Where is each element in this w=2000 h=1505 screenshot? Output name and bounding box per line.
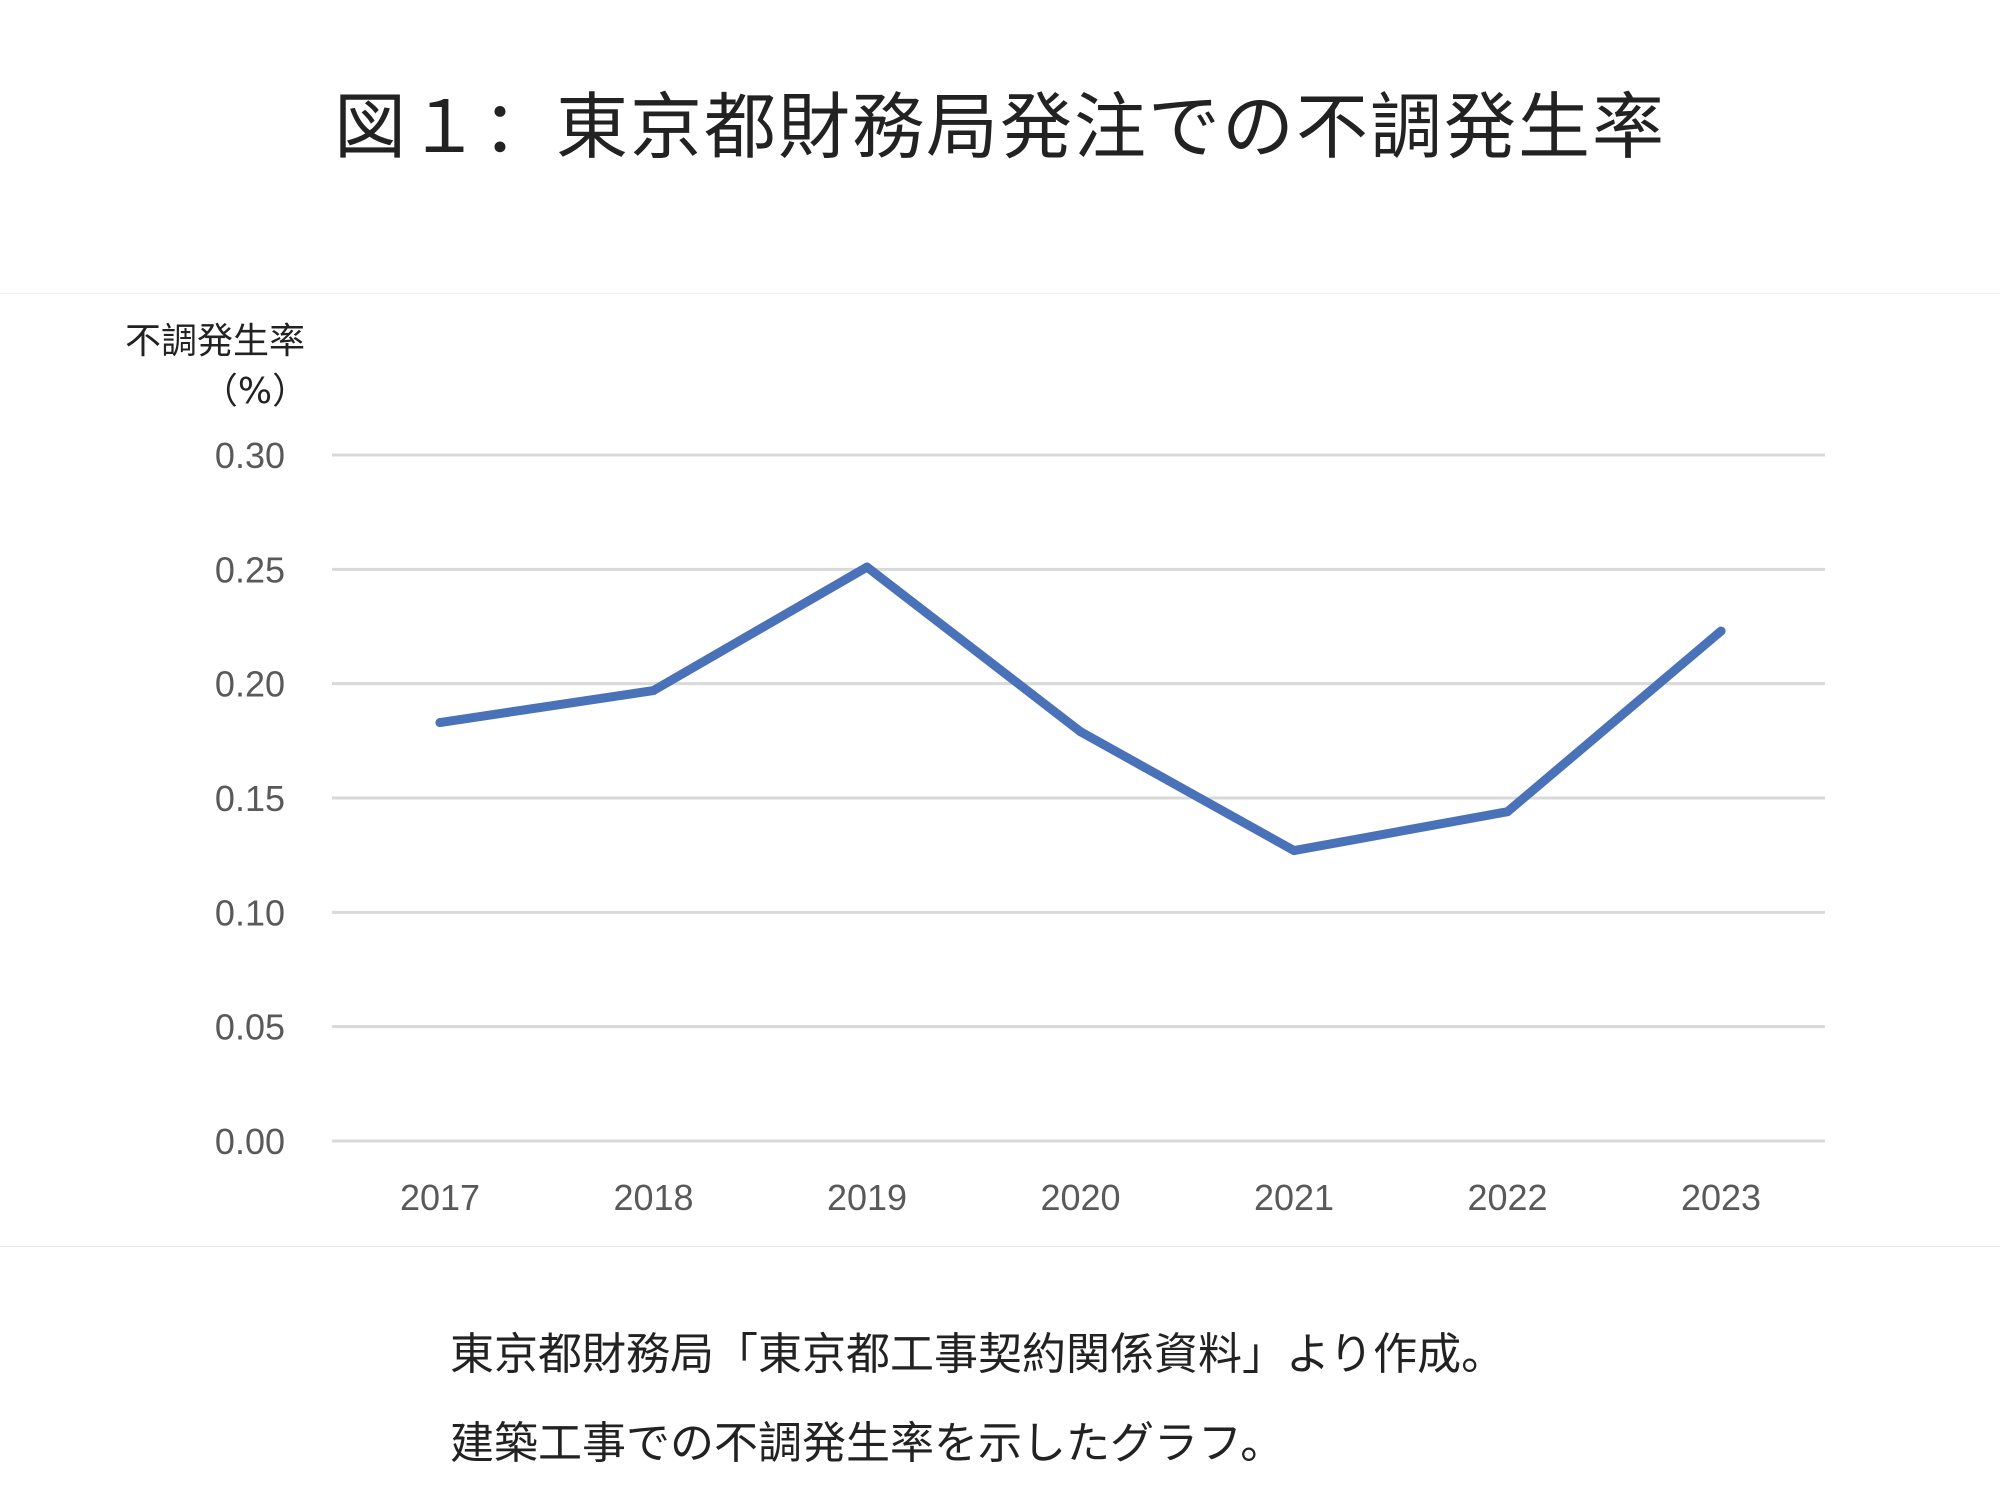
y-tick-label: 0.25 <box>215 549 285 590</box>
y-axis-unit: （%） <box>202 371 308 412</box>
y-tick-label: 0.20 <box>215 664 285 705</box>
x-tick-label: 2019 <box>827 1177 907 1218</box>
page-title: 図１：東京都財務局発注での不調発生率 <box>333 85 1666 169</box>
y-tick-label: 0.30 <box>215 435 285 476</box>
data-point <box>1716 626 1726 636</box>
data-point <box>1503 807 1512 817</box>
caption-description: 建築工事での不調発生率を示したグラフ。 <box>450 1418 1285 1469</box>
x-tick-label: 2020 <box>1040 1177 1120 1218</box>
y-tick-label: 0.00 <box>215 1121 285 1162</box>
data-point <box>1076 727 1085 737</box>
data-point <box>649 686 658 696</box>
x-tick-label: 2017 <box>400 1177 480 1218</box>
chart-frame <box>0 293 2000 1247</box>
data-point <box>862 562 872 572</box>
y-axis-label: 不調発生率 <box>125 321 305 362</box>
caption-source: 東京都財務局「東京都工事契約関係資料」より作成。 <box>450 1329 1506 1380</box>
data-point <box>435 718 445 728</box>
x-tick-label: 2022 <box>1467 1177 1547 1218</box>
y-tick-label: 0.05 <box>215 1007 285 1048</box>
x-tick-label: 2018 <box>613 1177 693 1218</box>
data-point <box>1289 846 1299 856</box>
y-tick-label: 0.15 <box>215 778 285 819</box>
x-tick-label: 2021 <box>1254 1177 1334 1218</box>
series-line <box>435 562 1726 856</box>
y-tick-label: 0.10 <box>215 892 285 933</box>
x-tick-label: 2023 <box>1681 1177 1761 1218</box>
